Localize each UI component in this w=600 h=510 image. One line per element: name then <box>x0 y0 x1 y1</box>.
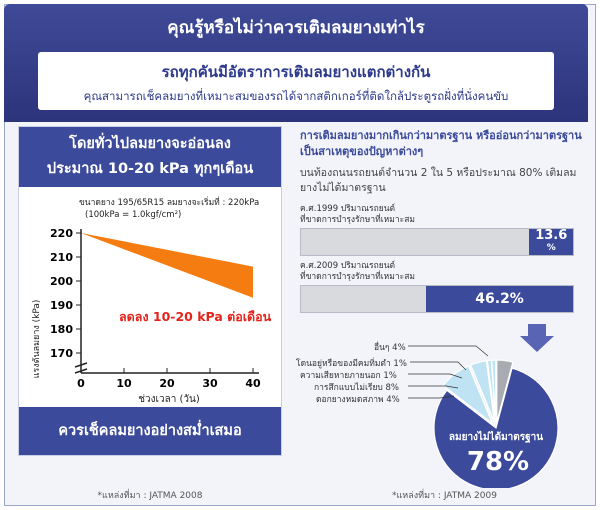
pie-label-uneven-wear: การสึกแบบไม่เรียบ 8% <box>314 383 399 393</box>
header-subtext: คุณสามารถเช็คลมยางที่เหมาะสมของรถได้จากส… <box>83 89 509 103</box>
bar-1999-label-line-1: ค.ศ.1999 ปริมาณรถยนต์ <box>300 204 396 214</box>
pie-slice-0 <box>433 367 559 488</box>
pie-label-external-damage: ความเสียหายภายนอก 1% <box>300 371 397 381</box>
heading-line-1: โดยทั่วไปลมยางจะอ่อนลง <box>69 136 231 152</box>
bar-2009-label: ค.ศ.2009 ปริมาณรถยนต์ ที่ขาดการบำรุงรักษ… <box>300 261 415 283</box>
pie-main-label: ลมยางไม่ได้มาตรฐาน <box>449 430 543 443</box>
bar-1999-fill: 13.6 % <box>529 229 573 255</box>
pie-main-value: 78% <box>467 447 529 477</box>
pie-label-sharp-object: โดนอยู่หรือของมีคมทิ่มตำ 1% <box>296 359 407 369</box>
pressure-loss-heading: โดยทั่วไปลมยางจะอ่อนลง ประมาณ 10-20 kPa … <box>19 127 281 187</box>
pie-label-other: อื่นๆ 4% <box>374 343 406 353</box>
pie-label-tread-worn: ดอกยางหมดสภาพ 4% <box>316 395 400 405</box>
check-regularly-banner: ควรเช็คลมยางอย่างสม่ำเสมอ <box>19 407 281 455</box>
y-axis-label: แรงดันลมยาง (kPa) <box>32 300 42 379</box>
bar-2009-fill: 46.2% <box>426 286 573 312</box>
y-tick-label: 220 <box>50 227 73 240</box>
causes-pie-chart: ลมยางไม่ได้มาตรฐาน 78% <box>408 324 559 488</box>
bar-1999-track: 13.6 % <box>300 228 574 256</box>
bar-2009-track: 46.2% <box>300 285 574 313</box>
pie-slices <box>433 359 559 488</box>
bar-2009-label-line-2: ที่ขาดการบำรุงรักษาที่เหมาะสม <box>300 272 416 282</box>
pressure-chart: ขนาดยาง 195/65R15 ลมยางจะเริ่มที่ : 220k… <box>32 196 272 405</box>
heading-line-2: ประมาณ 10-20 kPa ทุกๆเดือน <box>46 161 254 177</box>
y-tick-label: 180 <box>50 323 73 336</box>
bar-2009-value: 46.2% <box>475 291 524 307</box>
y-tick-label: 200 <box>50 275 73 288</box>
header-subtitle: รถทุกคันมีอัตราการเติมลมยางแตกต่างกัน <box>161 63 431 81</box>
pie-slice-5 <box>496 359 514 423</box>
y-axis-ticks: 170 180 190 200 210 220 <box>50 227 81 360</box>
y-tick-label: 170 <box>50 347 73 360</box>
x-tick-label: 30 <box>202 377 218 390</box>
right-source-note: *แหล่งที่มา : JATMA 2009 <box>392 491 497 501</box>
x-tick-label: 0 <box>77 377 85 390</box>
header-banner: คุณรู้หรือไม่ว่าควรเติมลมยางเท่าไร รถทุก… <box>4 4 588 122</box>
bar-1999-label: ค.ศ.1999 ปริมาณรถยนต์ ที่ขาดการบำรุงรักษ… <box>300 204 415 226</box>
chart-note-line-1: ขนาดยาง 195/65R15 ลมยางจะเริ่มที่ : 220k… <box>79 196 259 208</box>
axis-break-mark <box>74 362 88 374</box>
pie-slice-1 <box>442 365 494 426</box>
problem-title: การเติมลมยางมากเกินกว่ามาตรฐาน หรืออ่อนก… <box>300 129 582 158</box>
x-tick-label: 10 <box>116 377 132 390</box>
decrease-annotation: ลดลง 10-20 kPa ต่อเดือน <box>119 309 272 324</box>
header-info-box: รถทุกคันมีอัตราการเติมลมยางแตกต่างกัน คุ… <box>38 52 554 110</box>
x-tick-label: 40 <box>245 377 261 390</box>
x-tick-label: 20 <box>159 377 175 390</box>
y-tick-label: 210 <box>50 251 73 264</box>
chart-note-line-2: (100kPa = 1.0kgf/cm²) <box>85 210 181 220</box>
pie-slice-4 <box>491 359 497 423</box>
x-axis-ticks: 0 10 20 30 40 <box>77 368 261 390</box>
x-axis-label: ช่วงเวลา (วัน) <box>138 394 200 405</box>
page-title: คุณรู้หรือไม่ว่าควรเติมลมยางเท่าไร <box>167 18 425 38</box>
down-arrow-icon <box>520 324 554 352</box>
bar-1999-label-line-2: ที่ขาดการบำรุงรักษาที่เหมาะสม <box>300 215 416 225</box>
pie-leader-lines <box>408 345 489 399</box>
pressure-loss-panel: โดยทั่วไปลมยางจะอ่อนลง ประมาณ 10-20 kPa … <box>18 126 282 456</box>
pie-slice-2 <box>469 360 496 423</box>
bar-1999-unit: % <box>546 243 556 253</box>
bar-1999-value: 13.6 <box>535 228 568 243</box>
y-tick-label: 190 <box>50 299 73 312</box>
left-source-note: *แหล่งที่มา : JATMA 2008 <box>97 491 203 501</box>
bar-2009-label-line-1: ค.ศ.2009 ปริมาณรถยนต์ <box>300 261 396 271</box>
pressure-range-band <box>81 233 253 298</box>
problem-description: บนท้องถนนรถยนต์จำนวน 2 ใน 5 หรือประมาณ 8… <box>300 167 577 194</box>
